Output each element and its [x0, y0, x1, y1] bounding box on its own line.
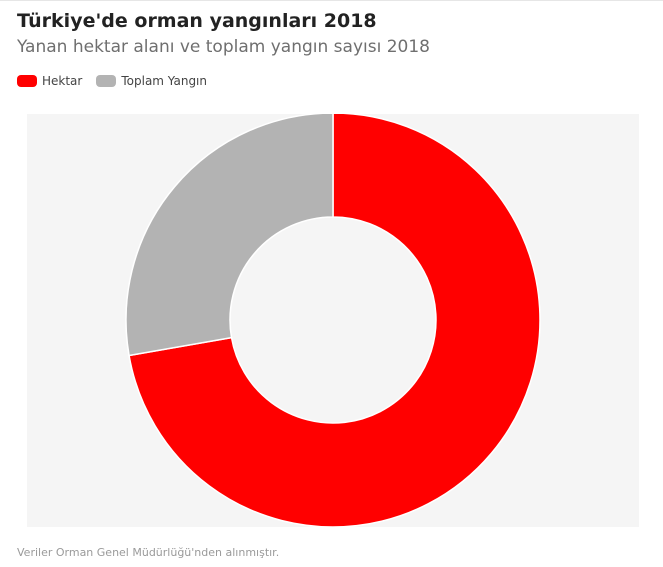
- legend-swatch-toplam-yangin: [96, 75, 117, 87]
- legend-label-toplam-yangin: Toplam Yangın: [121, 74, 207, 88]
- source-note: Veriler Orman Genel Müdürlüğü'nden alınm…: [17, 546, 280, 559]
- donut-slice-toplam-yang-n[interactable]: [125, 114, 334, 357]
- donut-slice-hektar[interactable]: [128, 114, 541, 527]
- legend: Hektar Toplam Yangın: [17, 74, 221, 88]
- donut-chart: [125, 114, 541, 527]
- chart-panel: [27, 114, 639, 527]
- top-border: [0, 0, 663, 1]
- legend-label-hektar: Hektar: [42, 74, 83, 88]
- legend-item-toplam-yangin[interactable]: Toplam Yangın: [96, 74, 207, 88]
- chart-title: Türkiye'de orman yangınları 2018: [17, 10, 377, 32]
- legend-swatch-hektar: [17, 75, 37, 87]
- chart-subtitle: Yanan hektar alanı ve toplam yangın sayı…: [17, 37, 430, 57]
- legend-item-hektar[interactable]: Hektar: [17, 74, 82, 88]
